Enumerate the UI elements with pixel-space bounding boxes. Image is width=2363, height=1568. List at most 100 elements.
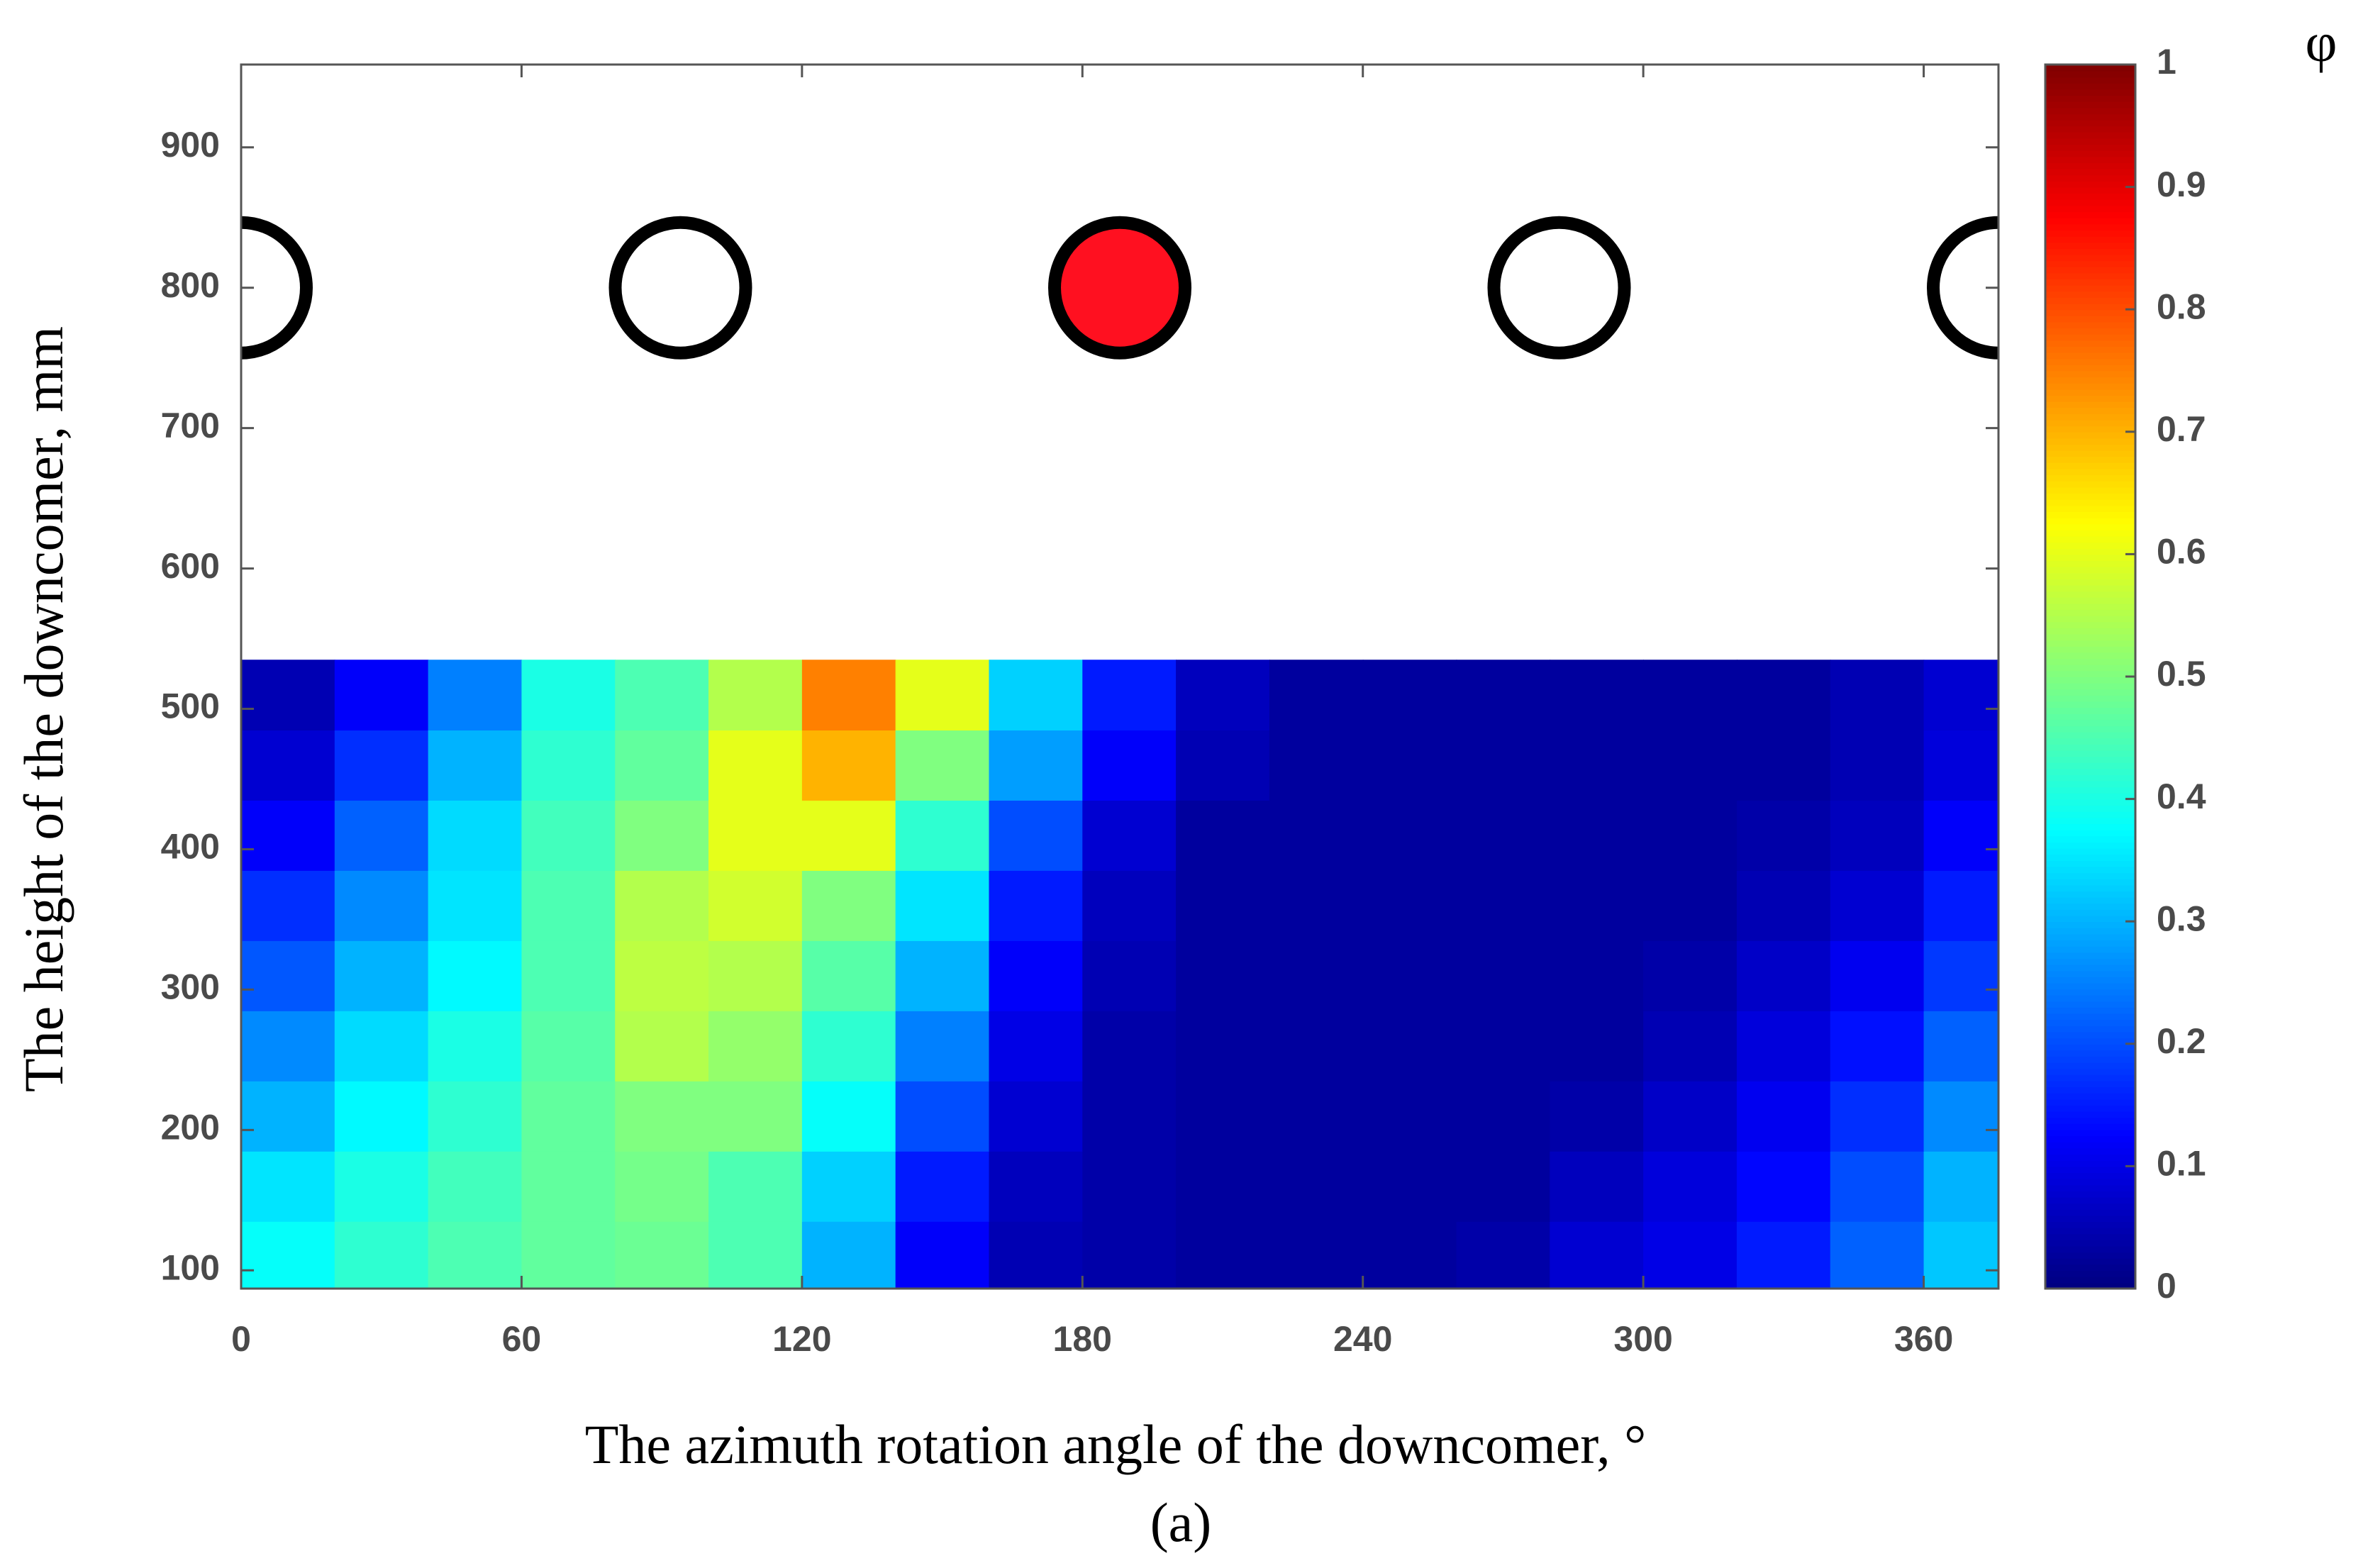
colorbar-band bbox=[2045, 370, 2135, 378]
field-cell bbox=[1830, 1151, 1925, 1222]
colorbar-band bbox=[2045, 131, 2135, 139]
field-cell bbox=[1456, 730, 1551, 801]
colorbar-band bbox=[2045, 352, 2135, 360]
colorbar-band bbox=[2045, 511, 2135, 518]
field-cell bbox=[1269, 870, 1364, 941]
colorbar-band bbox=[2045, 1270, 2135, 1277]
colorbar-band bbox=[2045, 927, 2135, 935]
field-cell bbox=[1550, 1011, 1644, 1082]
colorbar-band bbox=[2045, 272, 2135, 280]
field-cell bbox=[989, 660, 1084, 731]
hole-marker bbox=[1927, 216, 1998, 360]
colorbar-band bbox=[2045, 652, 2135, 660]
colorbar-band bbox=[2045, 1264, 2135, 1272]
colorbar-tick-label: 0.1 bbox=[2157, 1144, 2206, 1184]
colorbar-band bbox=[2045, 462, 2135, 469]
field-cell bbox=[1269, 1221, 1364, 1289]
field-cell bbox=[428, 1011, 523, 1082]
colorbar-band bbox=[2045, 854, 2135, 861]
colorbar-band bbox=[2045, 578, 2135, 586]
colorbar-band bbox=[2045, 1092, 2135, 1100]
field-cell bbox=[708, 1221, 803, 1289]
field-cell bbox=[1643, 1011, 1738, 1082]
colorbar-band bbox=[2045, 731, 2135, 739]
field-cell bbox=[1362, 1011, 1457, 1082]
field-cell bbox=[1269, 1151, 1364, 1222]
field-cell bbox=[801, 870, 896, 941]
colorbar-band bbox=[2045, 321, 2135, 329]
field-cell bbox=[708, 940, 803, 1011]
colorbar-band bbox=[2045, 1129, 2135, 1137]
colorbar-band bbox=[2045, 431, 2135, 439]
field-cell bbox=[1643, 730, 1738, 801]
colorbar-band bbox=[2045, 523, 2135, 530]
field-cell bbox=[801, 1011, 896, 1082]
colorbar-band bbox=[2045, 291, 2135, 298]
colorbar-band bbox=[2045, 340, 2135, 347]
field-cell bbox=[428, 1081, 523, 1152]
colorbar-band bbox=[2045, 279, 2135, 286]
colorbar-band bbox=[2045, 743, 2135, 751]
field-cell bbox=[521, 1081, 616, 1152]
colorbar-band bbox=[2045, 162, 2135, 169]
colorbar-band bbox=[2045, 1074, 2135, 1082]
colorbar-band bbox=[2045, 113, 2135, 121]
colorbar-band bbox=[2045, 884, 2135, 892]
colorbar-band bbox=[2045, 1147, 2135, 1155]
colorbar-band bbox=[2045, 65, 2135, 72]
colorbar-band bbox=[2045, 1056, 2135, 1063]
field-cell bbox=[1550, 1221, 1644, 1289]
colorbar-band bbox=[2045, 1050, 2135, 1057]
field-cell bbox=[989, 1081, 1084, 1152]
colorbar-band bbox=[2045, 82, 2135, 90]
colorbar-band bbox=[2045, 499, 2135, 506]
field-cell bbox=[1643, 940, 1738, 1011]
field-cell bbox=[989, 1151, 1084, 1222]
colorbar-band bbox=[2045, 529, 2135, 537]
field-cell bbox=[1830, 1221, 1925, 1289]
field-cell bbox=[1643, 1221, 1738, 1289]
colorbar-band bbox=[2045, 486, 2135, 494]
colorbar-band bbox=[2045, 780, 2135, 788]
y-tick-label: 500 bbox=[161, 686, 220, 726]
colorbar-band bbox=[2045, 976, 2135, 984]
y-tick-label: 700 bbox=[161, 406, 220, 445]
field-cell bbox=[1456, 940, 1551, 1011]
colorbar-band bbox=[2045, 333, 2135, 341]
field-cell bbox=[989, 730, 1084, 801]
colorbar-band bbox=[2045, 823, 2135, 830]
colorbar-band bbox=[2045, 1257, 2135, 1265]
field-cell bbox=[1269, 1081, 1364, 1152]
hole-marker bbox=[608, 216, 752, 360]
colorbar-band bbox=[2045, 750, 2135, 757]
field-cell bbox=[241, 1081, 335, 1152]
field-cell bbox=[1269, 940, 1364, 1011]
field-cell bbox=[615, 1221, 709, 1289]
field-cell bbox=[1550, 940, 1644, 1011]
colorbar-band bbox=[2045, 896, 2135, 904]
field-cell bbox=[241, 800, 335, 871]
field-cell bbox=[1923, 660, 1998, 731]
colorbar-band bbox=[2045, 1099, 2135, 1106]
field-cell bbox=[1082, 1011, 1177, 1082]
colorbar-band bbox=[2045, 842, 2135, 849]
field-cell bbox=[521, 870, 616, 941]
field-cell bbox=[521, 730, 616, 801]
field-cell bbox=[1082, 730, 1177, 801]
colorbar-band bbox=[2045, 1068, 2135, 1075]
colorbar-band bbox=[2045, 1166, 2135, 1174]
colorbar-band bbox=[2045, 866, 2135, 874]
colorbar-band bbox=[2045, 1276, 2135, 1284]
colorbar-band bbox=[2045, 493, 2135, 500]
colorbar-band bbox=[2045, 725, 2135, 733]
field-cell bbox=[1923, 870, 1998, 941]
colorbar-band bbox=[2045, 1245, 2135, 1253]
field-cell bbox=[1176, 1081, 1270, 1152]
colorbar-band bbox=[2045, 542, 2135, 549]
field-cell bbox=[521, 1221, 616, 1289]
colorbar-band bbox=[2045, 235, 2135, 243]
field-cell bbox=[708, 1151, 803, 1222]
field-cell bbox=[521, 1151, 616, 1222]
field-cell bbox=[241, 1221, 335, 1289]
